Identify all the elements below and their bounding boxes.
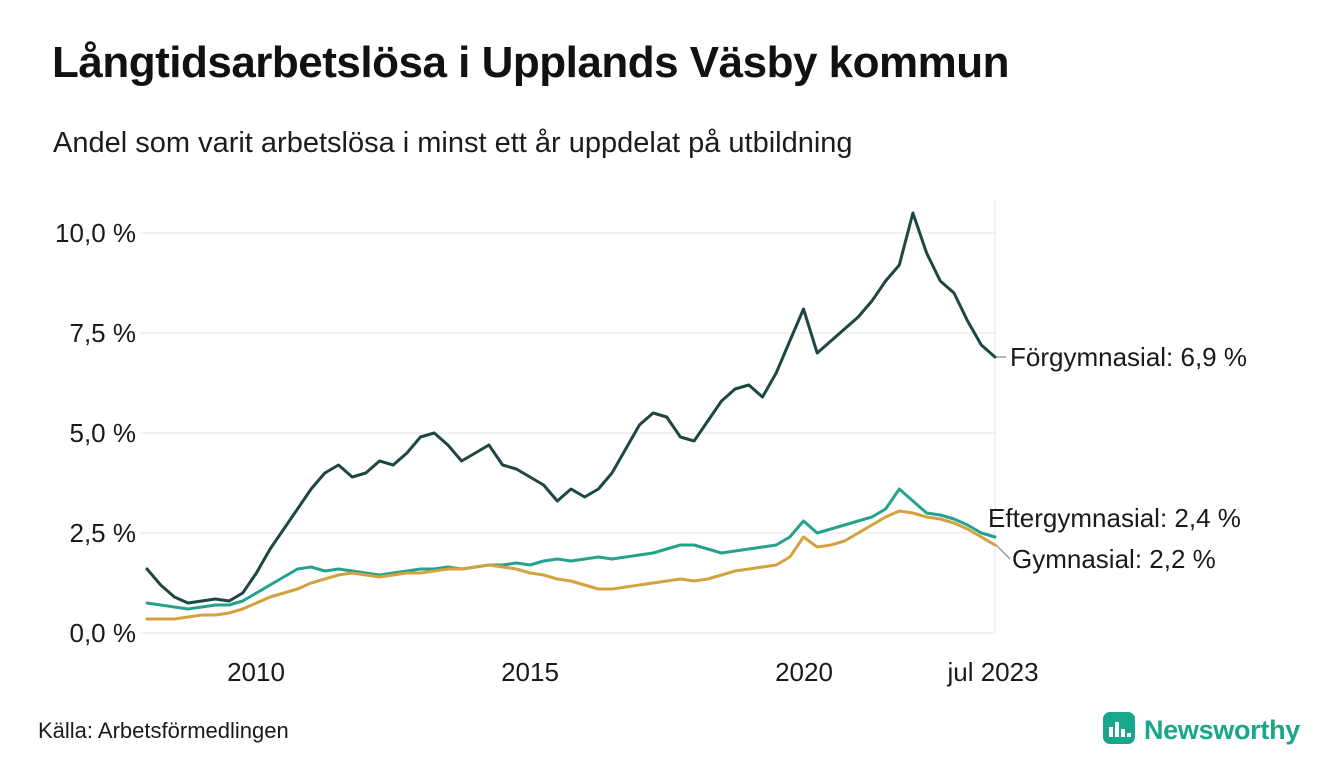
series-label-forgymnasial: Förgymnasial: 6,9 % [1010, 342, 1247, 372]
newsworthy-brand-text: Newsworthy [1143, 715, 1300, 745]
x-tick-label: jul 2023 [947, 657, 1039, 687]
y-tick-label: 0,0 % [69, 618, 137, 648]
chart-subtitle: Andel som varit arbetslösa i minst ett å… [53, 127, 853, 159]
x-tick-label: 2020 [775, 657, 833, 687]
newsworthy-logo[interactable]: Newsworthy [1102, 712, 1300, 749]
y-tick-label: 10,0 % [55, 218, 136, 248]
y-tick-label: 2,5 % [69, 518, 137, 548]
series-label-gymnasial: Gymnasial: 2,2 % [1012, 544, 1216, 574]
newsworthy-chart-icon [1102, 712, 1135, 749]
y-tick-label: 5,0 % [69, 418, 137, 448]
source-note: Källa: Arbetsförmedlingen [38, 718, 289, 743]
chart-title: Långtidsarbetslösa i Upplands Väsby komm… [52, 38, 1010, 87]
series-line-gymnasial [145, 509, 997, 621]
label-connector [995, 544, 1011, 560]
series-line-eftergymnasial [145, 487, 997, 611]
y-tick-label: 7,5 % [69, 318, 137, 348]
x-tick-label: 2010 [227, 657, 285, 687]
series-line-förgymnasial [145, 211, 997, 605]
x-tick-label: 2015 [501, 657, 559, 687]
series-label-eftergymnasial: Eftergymnasial: 2,4 % [988, 503, 1241, 533]
